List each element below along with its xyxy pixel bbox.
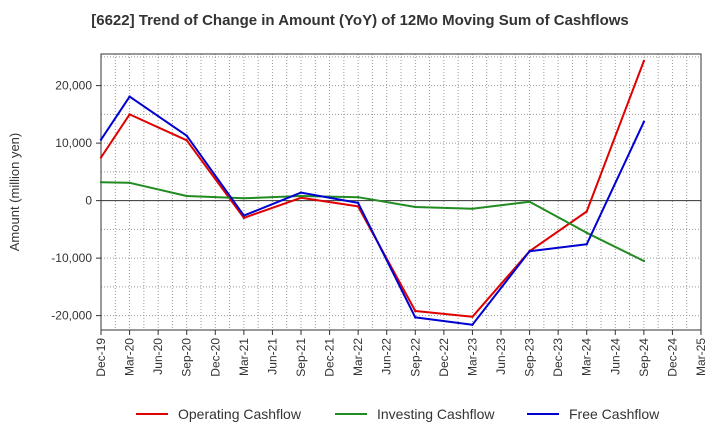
data-point-free-cashflow <box>242 214 246 217</box>
x-tick-label: Sep-23 <box>523 338 537 377</box>
x-tick-label: Dec-21 <box>323 338 337 377</box>
data-point-free-cashflow <box>99 138 103 141</box>
data-point-investing-cashflow <box>414 205 417 209</box>
data-point-investing-cashflow <box>471 207 474 210</box>
x-tick-label: Dec-20 <box>208 338 222 377</box>
x-tick-label: Mar-21 <box>237 338 251 376</box>
x-tick-label: Sep-20 <box>180 338 194 377</box>
x-tick-label: Sep-21 <box>294 338 308 377</box>
data-point-free-cashflow <box>642 120 646 124</box>
grid-layer <box>100 54 702 330</box>
x-tick-label: Dec-19 <box>94 338 108 377</box>
data-point-operating-cashflow <box>585 210 588 213</box>
data-point-free-cashflow <box>528 250 531 253</box>
legend: Operating Cashflow Investing Cashflow Free… <box>136 406 660 422</box>
y-tick-label: 0 <box>85 194 92 208</box>
data-point-investing-cashflow <box>128 181 131 184</box>
data-point-investing-cashflow <box>585 231 588 234</box>
y-tick-label: 20,000 <box>55 79 92 93</box>
data-point-operating-cashflow <box>242 216 246 220</box>
data-point-free-cashflow <box>585 243 588 246</box>
data-point-operating-cashflow <box>99 156 103 159</box>
data-point-investing-cashflow <box>99 181 103 184</box>
x-tick-label: Mar-22 <box>351 338 365 376</box>
plot-frame <box>100 53 702 331</box>
x-tick-label: Jun-20 <box>151 338 165 375</box>
x-tick-label: Jun-21 <box>265 338 279 375</box>
data-point-free-cashflow <box>471 323 474 326</box>
data-point-investing-cashflow <box>356 196 360 199</box>
x-axis: Dec-19 Mar-20 Jun-20 Sep-20 Dec-20 Mar-21 Jun-… <box>94 330 708 377</box>
data-point-investing-cashflow <box>528 200 531 203</box>
x-tick-label: Jun-23 <box>494 338 508 375</box>
data-point-operating-cashflow <box>185 139 188 142</box>
data-point-operating-cashflow <box>414 309 417 313</box>
y-tick-label: -20,000 <box>51 309 92 323</box>
y-axis: 20,000 10,000 0 -10,000 -20,000 <box>51 79 101 323</box>
data-point-investing-cashflow <box>242 197 246 200</box>
data-point-investing-cashflow <box>185 194 188 198</box>
legend-label-operating-cashflow: Operating Cashflow <box>178 406 302 422</box>
data-point-investing-cashflow <box>642 259 646 263</box>
x-tick-label: Jun-22 <box>380 338 394 375</box>
data-point-free-cashflow <box>414 316 417 319</box>
x-tick-label: Dec-23 <box>551 338 565 377</box>
y-axis-label: Amount (million yen) <box>7 133 22 252</box>
x-tick-label: Jun-24 <box>608 338 622 375</box>
x-tick-label: Dec-24 <box>665 338 679 377</box>
chart-title: [6622] Trend of Change in Amount (YoY) o… <box>91 12 629 29</box>
data-point-operating-cashflow <box>128 113 131 116</box>
legend-label-free-cashflow: Free Cashflow <box>569 406 660 422</box>
x-tick-label: Mar-23 <box>465 338 479 376</box>
x-tick-label: Mar-20 <box>123 338 137 376</box>
data-point-operating-cashflow <box>471 315 474 318</box>
data-point-operating-cashflow <box>299 196 303 199</box>
series-layer <box>99 59 646 326</box>
x-tick-label: Mar-25 <box>694 338 708 376</box>
y-tick-label: 10,000 <box>55 136 92 150</box>
y-tick-label: -10,000 <box>51 251 92 265</box>
x-tick-label: Sep-22 <box>408 338 422 377</box>
x-tick-label: Sep-24 <box>637 338 651 377</box>
data-point-free-cashflow <box>299 191 303 194</box>
data-point-free-cashflow <box>128 95 131 98</box>
x-tick-label: Dec-22 <box>437 338 451 377</box>
data-point-free-cashflow <box>185 134 188 137</box>
data-point-free-cashflow <box>356 201 360 205</box>
legend-label-investing-cashflow: Investing Cashflow <box>377 406 495 422</box>
x-tick-label: Mar-24 <box>580 338 594 376</box>
data-point-operating-cashflow <box>642 59 646 63</box>
data-point-investing-cashflow <box>299 194 303 198</box>
